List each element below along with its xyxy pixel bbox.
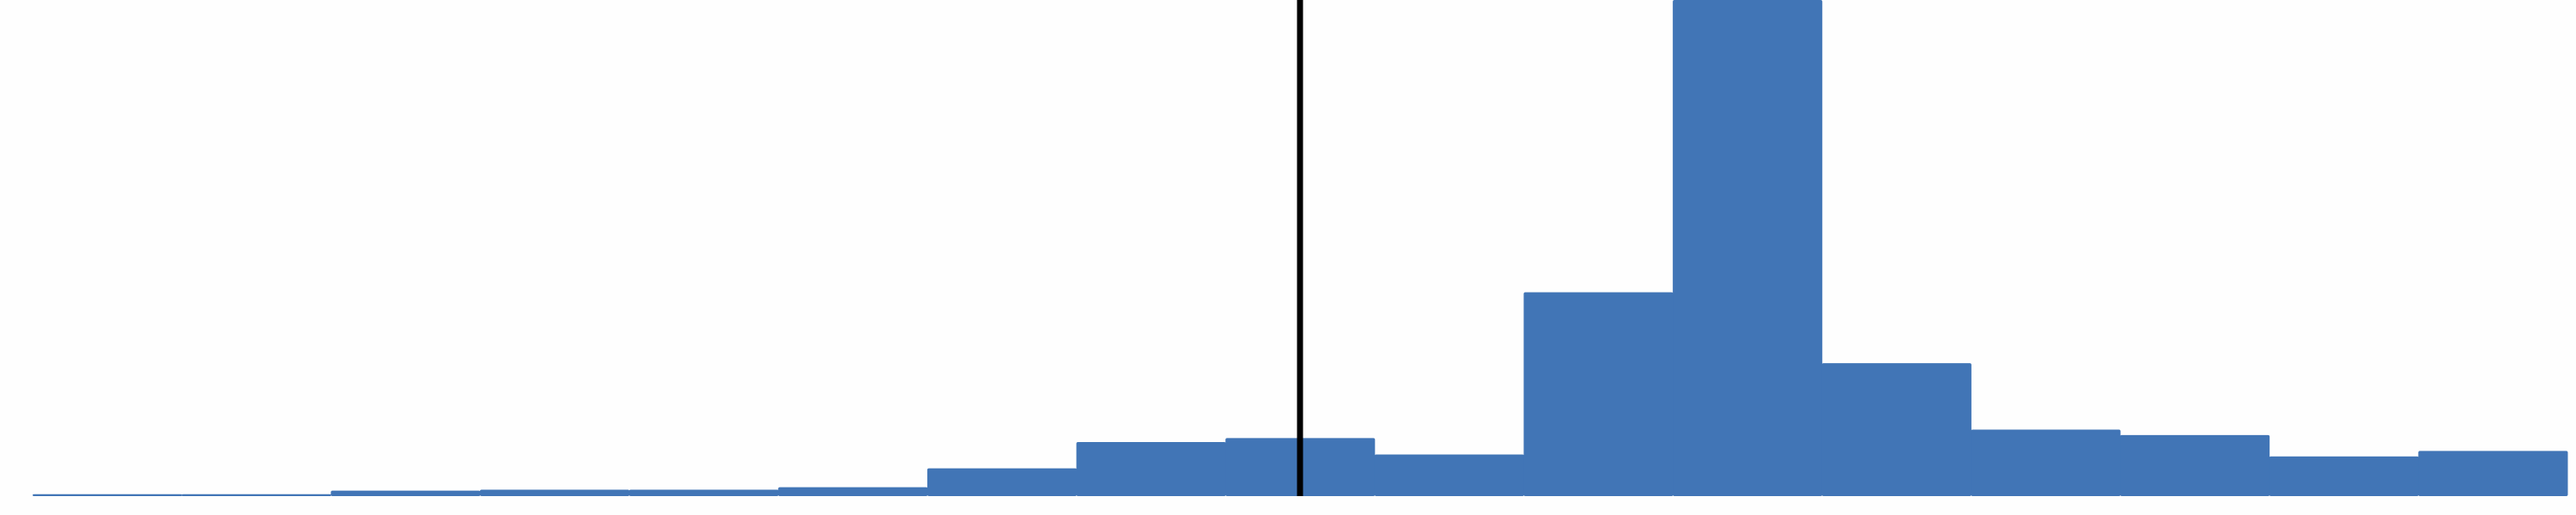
histogram-bar <box>181 494 331 496</box>
histogram-bar <box>2120 434 2270 496</box>
histogram-bar <box>927 468 1078 496</box>
histogram-bar <box>2269 456 2419 496</box>
histogram-bar <box>33 494 183 496</box>
histogram-bar <box>1971 429 2121 496</box>
histogram-bar <box>1673 0 1823 496</box>
histogram-bar <box>1523 292 1674 496</box>
histogram-bar <box>778 487 928 496</box>
histogram-bar <box>1821 363 1971 496</box>
histogram-bar <box>479 489 630 496</box>
histogram-bar <box>2418 451 2568 496</box>
histogram-bar <box>629 489 779 496</box>
histogram-bar <box>1076 441 1226 496</box>
histogram-bar <box>331 490 481 496</box>
histogram-bar <box>1374 454 1524 496</box>
